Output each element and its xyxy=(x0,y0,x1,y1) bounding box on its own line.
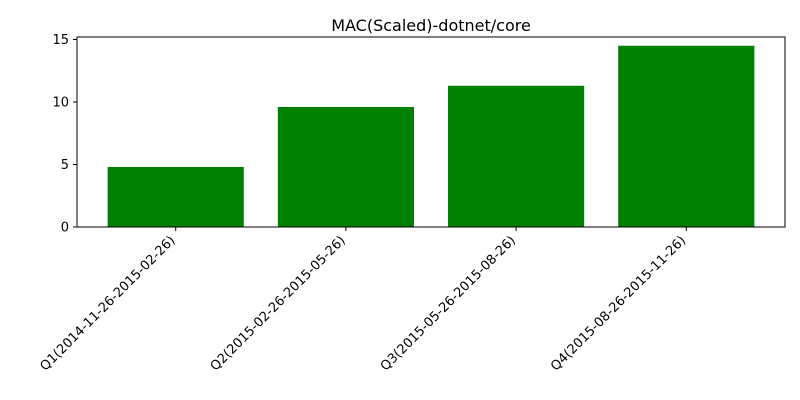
x-tick-label: Q2(2015-02-26-2015-05-26) xyxy=(208,233,349,374)
bar-3 xyxy=(448,85,585,227)
y-tick-label: 5 xyxy=(61,158,69,173)
y-tick-label: 0 xyxy=(61,221,69,236)
chart-title: MAC(Scaled)-dotnet/core xyxy=(331,16,531,35)
plot-frame xyxy=(76,36,786,228)
bars-group xyxy=(107,45,755,227)
x-tick-label: Q4(2015-08-26-2015-11-26) xyxy=(548,233,689,374)
y-tick-label: 15 xyxy=(52,33,69,48)
bar-2 xyxy=(277,107,414,227)
bar-4 xyxy=(618,45,755,227)
y-axis: 0 5 10 15 xyxy=(52,33,77,236)
x-tick-label: Q3(2015-05-26-2015-08-26) xyxy=(378,233,519,374)
x-tick-label: Q1(2014-11-26-2015-02-26) xyxy=(38,233,179,374)
y-tick-label: 10 xyxy=(52,96,69,111)
bar-1 xyxy=(107,167,244,227)
x-axis: Q1(2014-11-26-2015-02-26) Q2(2015-02-26-2… xyxy=(38,227,689,374)
